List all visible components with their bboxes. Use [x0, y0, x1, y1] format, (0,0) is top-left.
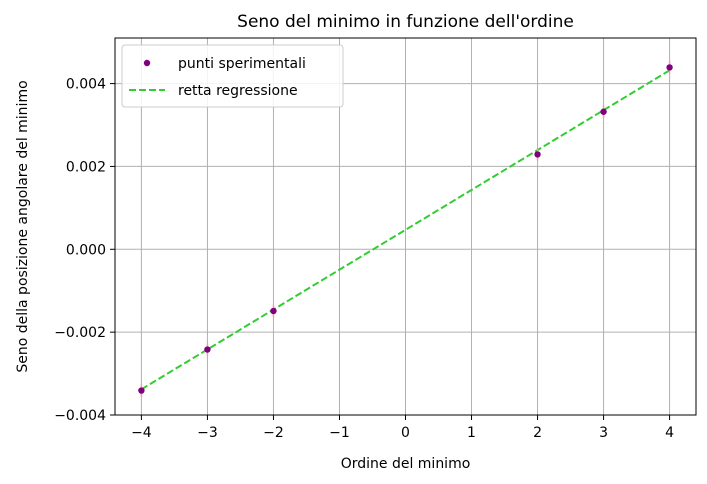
regression-line — [140, 69, 671, 391]
data-point — [666, 64, 673, 71]
y-tick-label: 0.004 — [66, 77, 106, 93]
x-tick-label: −4 — [131, 425, 152, 441]
data-point — [204, 346, 211, 353]
y-axis-label: Seno della posizione angolare del minimo — [15, 80, 31, 372]
x-tick-label: 4 — [665, 425, 674, 441]
x-tick-label: 2 — [533, 425, 542, 441]
legend-label: punti sperimentali — [178, 56, 306, 72]
grid — [115, 38, 696, 416]
data-point — [534, 151, 541, 158]
data-point — [138, 387, 145, 394]
legend-box — [121, 44, 344, 108]
y-tick-label: −0.004 — [54, 408, 106, 424]
x-tick-label: −1 — [329, 425, 350, 441]
legend: punti sperimentali retta regressione — [121, 44, 344, 108]
x-tick-label: −2 — [263, 425, 284, 441]
data-point — [270, 307, 277, 315]
legend-marker — [143, 59, 151, 67]
data-point — [600, 108, 607, 115]
x-tick-label: 0 — [401, 425, 410, 441]
y-tick-label: 0.002 — [66, 159, 106, 175]
chart-title: Seno del minimo in funzione dell'ordine — [237, 12, 574, 32]
ticks: −4 −3 −2 −1 0 1 2 3 4 −0.004 −0.002 0.000 0.002 0.004 — [54, 77, 674, 441]
x-tick-label: 3 — [599, 425, 608, 441]
x-tick-label: 1 — [467, 425, 476, 441]
y-tick-label: −0.002 — [54, 325, 106, 341]
series-layer — [138, 61, 673, 397]
y-tick-label: 0.000 — [66, 242, 106, 258]
x-tick-label: −3 — [197, 425, 218, 441]
x-axis-label: Ordine del minimo — [341, 456, 471, 472]
legend-label: retta regressione — [178, 83, 298, 99]
